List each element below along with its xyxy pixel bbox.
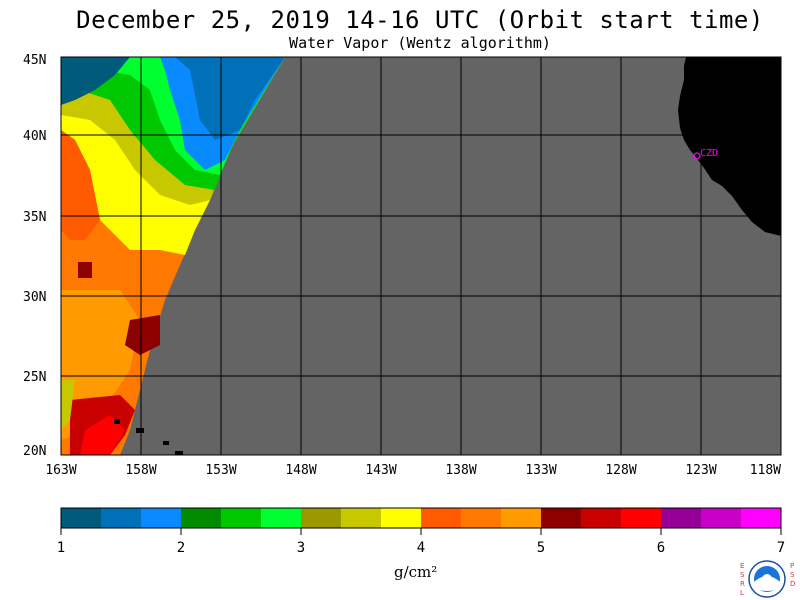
logo-right-letters: P	[790, 562, 794, 570]
colorbar-swatch	[381, 508, 421, 528]
svg-text:R: R	[740, 580, 745, 588]
colorbar-swatch	[501, 508, 541, 528]
colorbar-swatch	[61, 508, 101, 528]
lon-label-158w: 158W	[125, 463, 156, 478]
colorbar-swatch	[541, 508, 581, 528]
colorbar-label-5: 5	[537, 540, 545, 556]
colorbar-label-6: 6	[657, 540, 665, 556]
map-grid	[61, 57, 781, 455]
lon-label-143w: 143W	[365, 463, 396, 478]
lat-label-30n: 30N	[23, 290, 46, 305]
lon-label-138w: 138W	[445, 463, 476, 478]
colorbar-swatch	[421, 508, 461, 528]
lat-label-20n: 20N	[23, 444, 46, 459]
colorbar-swatch	[701, 508, 741, 528]
colorbar-swatch	[101, 508, 141, 528]
colorbar-label-3: 3	[297, 540, 305, 556]
svg-text:S: S	[740, 571, 745, 579]
colorbar-unit: g/cm²	[394, 563, 438, 581]
logo-left-letters: E	[740, 562, 744, 570]
hawaii-islands	[114, 419, 183, 455]
colorbar-swatch	[301, 508, 341, 528]
colorbar-swatch	[581, 508, 621, 528]
map-frame	[60, 56, 782, 456]
svg-text:L: L	[740, 589, 744, 597]
lat-label-35n: 35N	[23, 210, 46, 225]
colorbar-label-7: 7	[777, 540, 785, 556]
north-america-land	[678, 57, 781, 236]
colorbar	[61, 508, 781, 528]
lon-label-123w: 123W	[685, 463, 716, 478]
lat-label-25n: 25N	[23, 370, 46, 385]
colorbar-swatch	[461, 508, 501, 528]
svg-text:S: S	[790, 571, 795, 579]
colorbar-swatch	[141, 508, 181, 528]
colorbar-ticks	[60, 528, 782, 535]
colorbar-label-4: 4	[417, 540, 425, 556]
lon-label-133w: 133W	[525, 463, 556, 478]
colorbar-label-2: 2	[177, 540, 185, 556]
colorbar-swatch	[341, 508, 381, 528]
lon-label-153w: 153W	[205, 463, 236, 478]
noaa-logo: E S R L P S D	[740, 560, 795, 598]
colorbar-swatch	[661, 508, 701, 528]
lat-label-40n: 40N	[23, 129, 46, 144]
water-vapor-swath	[61, 57, 285, 455]
colorbar-swatch	[261, 508, 301, 528]
station-label: CZD	[700, 148, 718, 159]
colorbar-swatch	[221, 508, 261, 528]
colorbar-swatch	[741, 508, 781, 528]
lon-label-128w: 128W	[605, 463, 636, 478]
station-marker[interactable]	[693, 152, 701, 160]
map-subtitle: Water Vapor (Wentz algorithm)	[289, 34, 551, 52]
lat-label-45n: 45N	[23, 53, 46, 68]
colorbar-label-1: 1	[57, 540, 65, 556]
map-title: December 25, 2019 14-16 UTC (Orbit start…	[76, 6, 764, 34]
lon-label-163w: 163W	[45, 463, 76, 478]
svg-text:D: D	[790, 580, 795, 588]
lon-label-148w: 148W	[285, 463, 316, 478]
colorbar-swatch	[181, 508, 221, 528]
colorbar-swatch	[621, 508, 661, 528]
lon-label-118w: 118W	[750, 463, 781, 478]
